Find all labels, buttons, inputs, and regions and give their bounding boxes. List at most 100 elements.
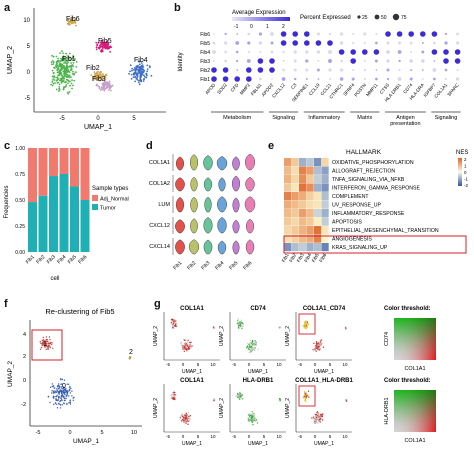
c-legend-adj: Adj_Normal: [100, 197, 129, 203]
e-cell: [299, 209, 307, 218]
hallmark-heatmap: HALLMARK OXIDATIVE_PHOSPHORYLATION ALLOGR…: [281, 149, 469, 264]
e-cell: [284, 158, 292, 167]
c-xtick: Fib2: [35, 254, 46, 265]
g-point: [188, 417, 190, 419]
umap-point: [58, 83, 61, 86]
umap-point: [129, 64, 132, 67]
g-point: [316, 347, 318, 350]
g-point: [188, 347, 191, 349]
d-cluster-label: Fib2: [186, 260, 197, 271]
e-legend-tick: 1: [464, 164, 467, 169]
g-ylabel: UMAP_2: [219, 398, 225, 418]
c-ytick-025: 0.25: [15, 224, 25, 230]
g-point: [303, 397, 305, 399]
e-cell: [299, 200, 307, 209]
b-dot: [269, 67, 275, 73]
f-point: [68, 402, 70, 404]
g-xtick: 10: [342, 434, 348, 439]
e-col-label: Fib4: [303, 252, 313, 263]
g-xtick: -5: [232, 434, 236, 439]
umap-point: [51, 63, 53, 66]
g-point: [306, 323, 309, 325]
c-legend-tumor: Tumor: [100, 206, 116, 212]
umap-clusters-plot: 10 5 0 -5 -5 0 5 UMAP_1 UMAP_2 Fib6 Fib5…: [7, 8, 166, 131]
e-cell: [284, 192, 292, 201]
a-ytick-neg5: -5: [25, 96, 31, 102]
g-point: [190, 341, 192, 344]
b-avg-tick: 0: [250, 24, 253, 30]
b-dot: [396, 31, 403, 37]
g-point: [279, 400, 281, 402]
b-dot: [235, 50, 239, 54]
umap-point: [95, 73, 98, 76]
umap-point: [58, 73, 61, 76]
a-xtick-0: 0: [96, 116, 100, 122]
d-violin: [176, 156, 184, 171]
umap-point: [101, 49, 104, 52]
f-point: [69, 401, 71, 403]
umap-point: [111, 84, 114, 87]
e-col-label: Fib6: [318, 252, 328, 263]
e-cell: [291, 217, 299, 226]
d-cluster-label: Fib5: [228, 260, 239, 271]
e-cell: [291, 200, 299, 209]
f-point: [61, 404, 63, 406]
b-gene-label: CXCL12: [271, 82, 286, 99]
umap-point: [132, 76, 135, 78]
g-point: [170, 394, 173, 397]
f-point: [65, 397, 67, 399]
g-xlabel: UMAP_1: [248, 369, 268, 375]
f-point: [39, 348, 42, 350]
umap-point: [142, 74, 145, 77]
umap-point: [130, 73, 133, 76]
g-point: [170, 322, 172, 324]
b-dot: [315, 40, 322, 46]
b-gene-label: CFD: [230, 82, 240, 93]
g-point: [190, 346, 193, 348]
g-point: [239, 396, 242, 398]
f-point: [62, 388, 64, 390]
umap-point: [106, 85, 109, 88]
f-ytick: 0: [23, 378, 26, 384]
b-dot: [328, 68, 332, 72]
b-dot: [443, 58, 449, 64]
b-dot: [247, 50, 250, 54]
umap-point: [140, 62, 143, 64]
umap-point: [58, 64, 61, 66]
g-xlabel: UMAP_1: [248, 441, 268, 447]
umap-point: [104, 88, 106, 90]
g-xtick: -5: [166, 434, 170, 439]
g-point: [319, 340, 322, 342]
b-gene-label: CTSS: [379, 82, 391, 94]
f-point: [49, 401, 51, 404]
b-dot: [280, 40, 287, 46]
umap-point: [101, 45, 103, 47]
g-xlabel: UMAP_1: [182, 441, 202, 447]
f-point: [69, 389, 71, 391]
g-point: [247, 345, 249, 347]
g-point: [175, 320, 177, 322]
umap-point: [66, 76, 68, 78]
g-point: [314, 417, 317, 420]
e-cell: [314, 209, 322, 218]
f-ylabel: UMAP_2: [7, 361, 14, 387]
e-cell: [284, 166, 292, 175]
g-point: [188, 419, 191, 421]
g-point: [237, 396, 239, 398]
g-point: [248, 416, 251, 418]
g-point: [248, 348, 250, 351]
b-dot: [293, 59, 297, 63]
umap-point: [71, 16, 74, 19]
f-point: [58, 396, 61, 398]
umap-point: [51, 54, 53, 57]
g-point: [305, 400, 307, 403]
g-point: [345, 399, 347, 401]
g-point: [247, 417, 250, 419]
umap-point: [62, 66, 64, 69]
umap-point: [146, 68, 149, 70]
umap-point: [70, 65, 72, 68]
f-point: [68, 395, 70, 397]
umap-point: [73, 19, 76, 22]
umap-point: [75, 66, 78, 68]
g-xlabel: UMAP_1: [182, 369, 202, 375]
